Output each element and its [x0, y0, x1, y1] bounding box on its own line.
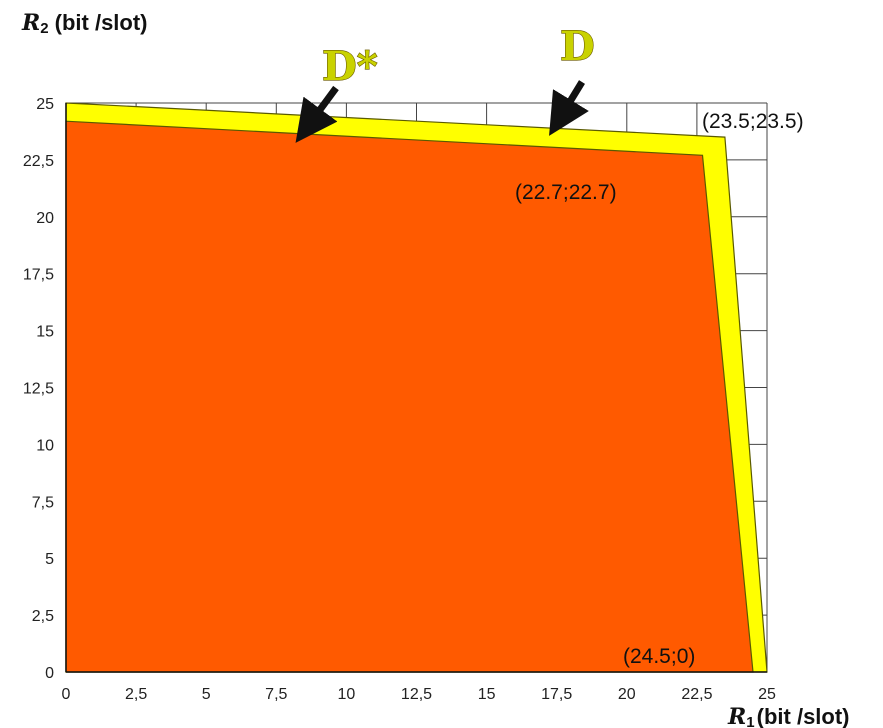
y-tick-label: 22,5	[23, 153, 54, 170]
y-tick-label: 5	[45, 551, 54, 568]
y-tick-label: 15	[36, 324, 54, 341]
x-tick-label: 2,5	[125, 686, 147, 703]
y-tick-label: 2,5	[32, 608, 54, 625]
x-tick-label: 7,5	[265, 686, 287, 703]
region-label-d: D	[560, 23, 595, 70]
annotation-inner-corner: (22.7;22.7)	[515, 181, 617, 204]
regions	[65, 102, 768, 673]
x-tick-label: 5	[202, 686, 211, 703]
x-tick-label: 25	[758, 686, 776, 703]
x-tick-label: 0	[62, 686, 71, 703]
y-tick-label: 0	[45, 665, 54, 682]
y-axis-label: R2 (bit /slot)	[21, 10, 148, 37]
y-tick-label: 25	[36, 96, 54, 113]
x-tick-label: 17,5	[541, 686, 572, 703]
x-tick-label: 12,5	[401, 686, 432, 703]
region-d-star	[65, 120, 754, 673]
tick-labels: 0 2,5 5 7,5 10 12,5 15 17,5 20 22,5 25 0 2,5 5 7,5 10 12…	[23, 96, 776, 703]
y-tick-label: 12,5	[23, 381, 54, 398]
y-tick-label: 20	[36, 210, 54, 227]
x-axis-label: R1(bit /slot)	[727, 704, 850, 728]
x-tick-label: 20	[618, 686, 636, 703]
y-tick-label: 17,5	[23, 267, 54, 284]
region-label-d-star: D*	[322, 43, 378, 90]
y-tick-label: 7,5	[32, 494, 54, 511]
x-tick-label: 22,5	[681, 686, 712, 703]
x-tick-label: 10	[338, 686, 356, 703]
axes	[65, 103, 767, 673]
annotation-outer-corner: (23.5;23.5)	[702, 110, 804, 133]
arrow-d	[549, 80, 589, 136]
arrow-d-star	[295, 85, 339, 143]
x-tick-label: 15	[478, 686, 496, 703]
y-tick-label: 10	[36, 437, 54, 454]
annotation-inner-intercept: (24.5;0)	[623, 645, 695, 668]
